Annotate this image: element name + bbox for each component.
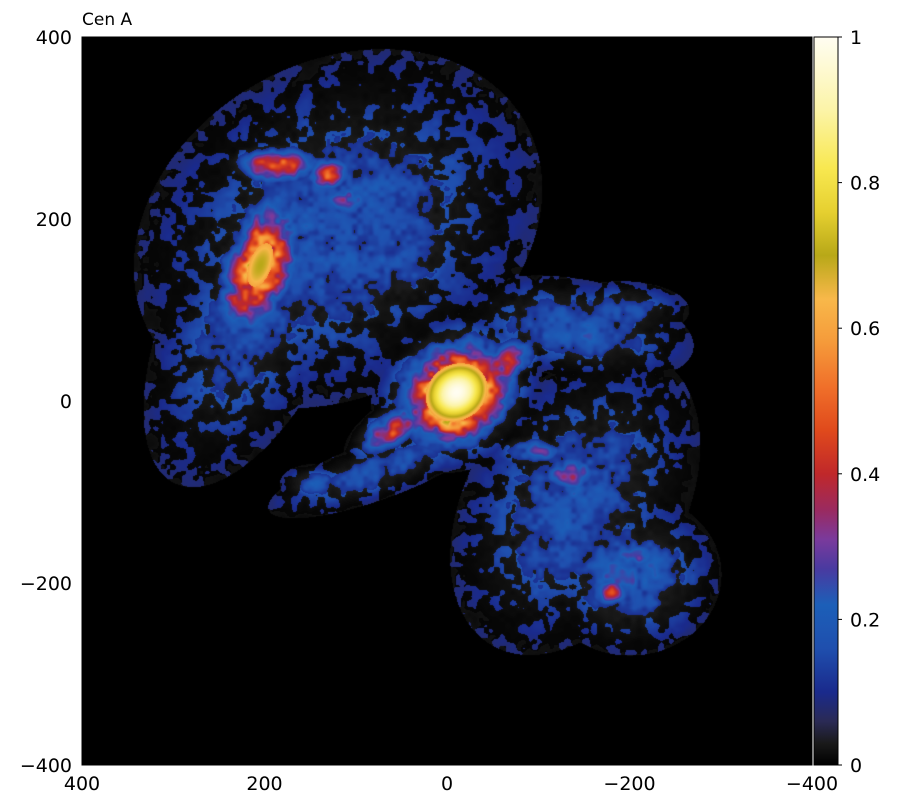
x-tick-label: 400 (64, 773, 100, 795)
intensity-map (82, 37, 812, 765)
y-tick-label: 200 (36, 209, 72, 231)
colorbar-tick-label: 0.4 (850, 464, 880, 486)
colorbar-tick-label: 0 (850, 755, 862, 777)
x-tick-label: 200 (246, 773, 282, 795)
x-tick-label: −400 (786, 773, 838, 795)
colorbar (813, 36, 839, 766)
colorbar-gradient (813, 36, 839, 766)
plot-area (81, 36, 813, 766)
y-tick-label: 0 (60, 391, 72, 413)
y-tick-label: −400 (20, 755, 72, 777)
plot-frame (81, 36, 813, 766)
y-tick-label: −200 (20, 573, 72, 595)
colorbar-axis: 1 0.8 0.6 0.4 0.2 0 (838, 27, 880, 777)
colorbar-tick-label: 0.8 (850, 173, 880, 195)
y-tick-label: 400 (36, 27, 72, 49)
x-tick-label: −200 (603, 773, 655, 795)
colorbar-tick-label: 0.6 (850, 318, 880, 340)
colorbar-tick-label: 0.2 (850, 609, 880, 631)
colorbar-tick-label: 1 (850, 27, 862, 49)
y-axis: 400 200 0 −200 −400 (20, 27, 72, 777)
chart-title: Cen A (82, 10, 133, 30)
x-tick-label: 0 (441, 773, 453, 795)
x-axis: 400 200 0 −200 −400 (64, 773, 838, 795)
